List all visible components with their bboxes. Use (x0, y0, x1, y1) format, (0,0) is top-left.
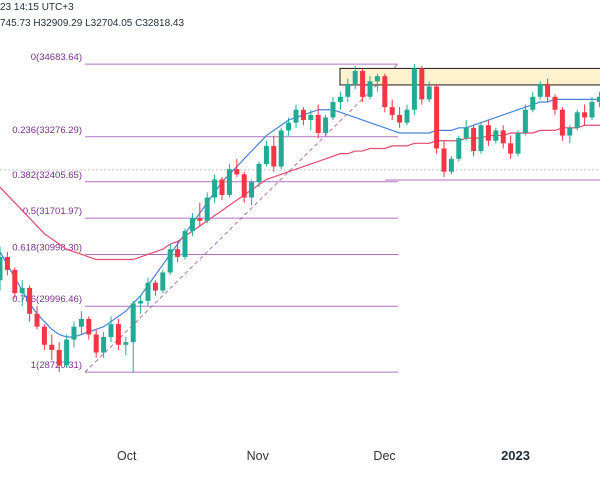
candle-body (27, 287, 33, 314)
header-datetime: 23 14:15 UTC+3 (0, 2, 74, 13)
candle-body (71, 326, 77, 340)
candle-body (515, 132, 521, 154)
candle-body (456, 138, 462, 159)
candle-body (56, 349, 62, 366)
candle-body (434, 86, 440, 149)
candle-body (545, 83, 551, 97)
fib-level-label: 0(34683.64) (31, 52, 82, 63)
candle-body (559, 109, 565, 136)
candle-body (101, 337, 107, 353)
candle-body (160, 272, 166, 291)
x-axis-label: Nov (247, 449, 270, 463)
candle-body (293, 109, 299, 123)
candle-body (175, 249, 181, 257)
candle-body (352, 70, 358, 84)
candle-body (189, 218, 195, 232)
candle-body (286, 122, 292, 131)
candle-body (360, 70, 366, 97)
candle-body (374, 76, 380, 82)
candle-body (241, 174, 247, 198)
candle-body (389, 107, 395, 115)
candle-body (145, 282, 151, 301)
header-ohlc: 745.73 H32909.29 L32704.05 C32818.43 (0, 18, 185, 29)
candle-body (441, 148, 447, 172)
candle-body (567, 127, 573, 136)
candle-body (93, 334, 99, 353)
fib-level-label: 0.5(31701.97) (23, 206, 82, 217)
fib-level-label: 1(28720.31) (31, 360, 82, 371)
candle-body (308, 114, 314, 121)
candle-body (323, 117, 329, 133)
candle-body (123, 342, 129, 345)
fib-level-label: 0.236(33276.29) (12, 125, 82, 136)
candle-body (448, 158, 454, 172)
x-axis-label: Dec (373, 449, 395, 463)
candle-body (271, 145, 277, 167)
resistance-zone (339, 67, 600, 86)
fib-level-label: 0.382(32405.65) (12, 170, 82, 181)
candle-body (463, 127, 469, 139)
candle-body (300, 109, 306, 121)
candle-body (204, 197, 210, 221)
candle-body (382, 76, 388, 108)
candle-body (115, 324, 121, 345)
candle-body (49, 344, 55, 350)
fib-level-label: 0.786(29996.46) (12, 294, 82, 305)
candle-body (345, 83, 351, 97)
candle-body (64, 339, 70, 366)
x-axis-label: 2023 (501, 448, 530, 463)
candle-body (582, 112, 588, 118)
fib-level-label: 0.618(30998.30) (12, 242, 82, 253)
candle-body (471, 127, 477, 152)
candle-body (219, 179, 225, 195)
candle-body (249, 182, 255, 198)
candle-body (530, 96, 536, 110)
candle-body (86, 318, 92, 335)
candle-body (508, 143, 514, 154)
candle-body (4, 256, 10, 270)
candle-body (537, 83, 543, 97)
candle-body (337, 96, 343, 102)
fib-trend-line (84, 63, 399, 373)
candle-body (411, 68, 417, 110)
candle-body (596, 96, 600, 102)
candle-body (485, 125, 491, 141)
x-axis-label: Oct (117, 449, 137, 463)
candle-body (493, 130, 499, 141)
candle-body (419, 68, 425, 100)
candle-body (226, 169, 232, 195)
candle-body (552, 96, 558, 110)
candle-body (182, 231, 188, 257)
candle-body (330, 101, 336, 118)
candle-body (138, 300, 144, 304)
candle-body (367, 81, 373, 97)
candle-body (522, 109, 528, 133)
candle-body (167, 249, 173, 273)
candle-body (263, 145, 269, 164)
candle-body (19, 287, 25, 294)
candle-body (426, 86, 432, 100)
candle-body (315, 114, 321, 133)
candle-body (197, 218, 203, 221)
candle-body (234, 169, 240, 175)
candle-body (0, 256, 3, 281)
candle-body (78, 318, 84, 327)
candle-body (478, 125, 484, 152)
candle-body (108, 324, 114, 338)
candle-body (152, 282, 158, 291)
candle-body (130, 303, 136, 343)
candle-body (500, 130, 506, 144)
candle-body (278, 130, 284, 167)
candle-body (41, 326, 47, 345)
candle-body (574, 112, 580, 128)
candle-body (256, 163, 262, 183)
candle-body (589, 101, 595, 118)
candle-body (12, 269, 18, 294)
candle-body (404, 109, 410, 123)
candle-body (397, 114, 403, 123)
candle-body (212, 179, 218, 198)
candle-body (34, 313, 40, 327)
